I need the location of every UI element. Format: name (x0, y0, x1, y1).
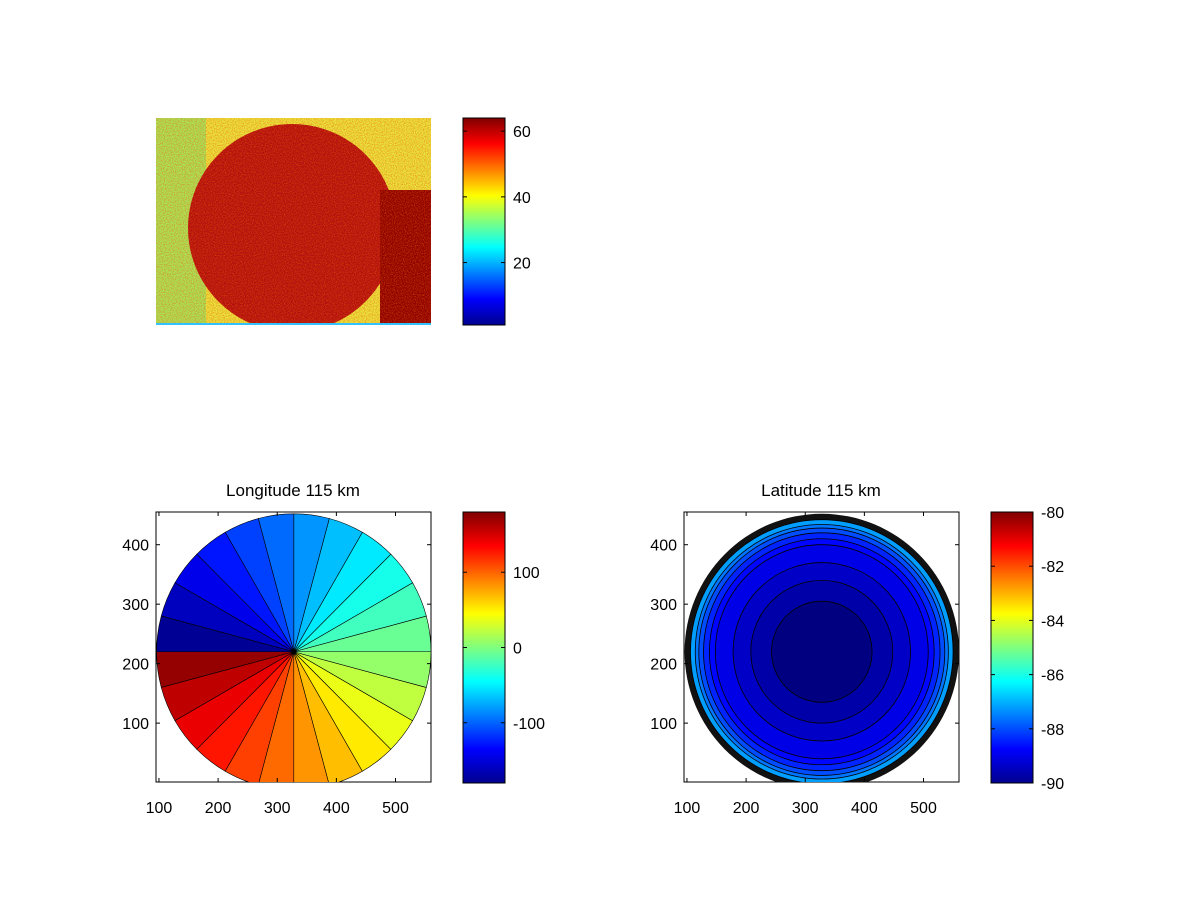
colorbar-3-tick-label: -88 (1041, 722, 1064, 739)
colorbar-1-tick-label: 60 (513, 124, 531, 141)
longitude-ytick-label: 200 (122, 657, 149, 674)
latitude-xtick-label: 200 (733, 800, 760, 817)
longitude-title: Longitude 115 km (226, 481, 360, 500)
colorbar-2: -100 0 100 (462, 511, 545, 784)
longitude-xtick-label: 300 (264, 800, 291, 817)
heatmap-noise (156, 118, 431, 325)
longitude-sector (258, 651, 295, 782)
colorbar-1-tick-label: 20 (513, 256, 531, 273)
latitude-plot (684, 513, 959, 782)
longitude-ytick-label: 400 (122, 538, 149, 555)
longitude-xtick-label: 500 (382, 800, 409, 817)
longitude-xtick-label: 100 (146, 800, 173, 817)
longitude-sector (293, 651, 329, 782)
colorbar-1-tick-label: 40 (513, 190, 531, 207)
longitude-xtick-label: 200 (205, 800, 232, 817)
colorbar-2-gradient (462, 511, 506, 784)
colorbar-1-gradient (462, 117, 506, 326)
longitude-ytick-label: 300 (122, 597, 149, 614)
latitude-title: Latitude 115 km (761, 481, 881, 500)
latitude-ytick-label: 100 (650, 716, 677, 733)
colorbar-2-tick-label: 0 (513, 641, 522, 658)
longitude-sector (156, 615, 294, 653)
colorbar-3-tick-label: -82 (1041, 559, 1064, 576)
colorbar-2-tick-label: -100 (513, 716, 545, 733)
latitude-contour (771, 600, 873, 703)
longitude-xtick-label: 400 (323, 800, 350, 817)
latitude-ytick-label: 400 (650, 538, 677, 555)
latitude-ytick-label: 300 (650, 597, 677, 614)
colorbar-3-tick-label: -84 (1041, 613, 1064, 630)
colorbar-2-tick-label: 100 (513, 565, 540, 582)
longitude-ytick-label: 100 (122, 716, 149, 733)
latitude-xtick-label: 400 (851, 800, 878, 817)
latitude-xtick-label: 300 (792, 800, 819, 817)
latitude-ytick-label: 200 (650, 657, 677, 674)
colorbar-3-gradient (990, 511, 1034, 784)
colorbar-3: -90 -88 -86 -84 -82 -80 (990, 505, 1064, 793)
longitude-sector (224, 651, 295, 782)
latitude-xtick-label: 500 (910, 800, 937, 817)
latitude-xtick-label: 100 (674, 800, 701, 817)
colorbar-3-tick-label: -90 (1041, 776, 1064, 793)
heatmap-panel (156, 118, 431, 325)
colorbar-3-tick-label: -80 (1041, 505, 1064, 522)
longitude-plot (156, 513, 431, 782)
colorbar-3-tick-label: -86 (1041, 668, 1064, 685)
colorbar-1: 20 40 60 (462, 117, 531, 326)
